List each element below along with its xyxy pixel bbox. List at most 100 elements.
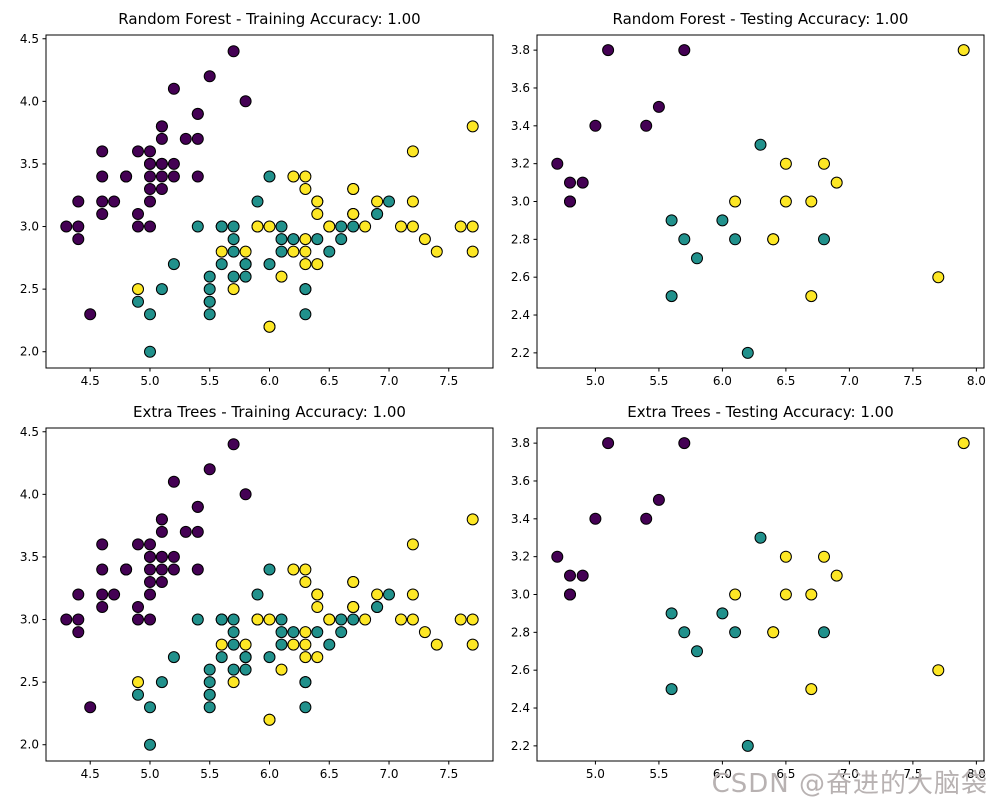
data-point-versicolor xyxy=(251,195,264,208)
data-point-versicolor xyxy=(275,626,288,639)
data-point-versicolor xyxy=(227,613,240,626)
data-point-versicolor xyxy=(287,626,300,639)
data-point-virginica xyxy=(371,588,384,601)
data-point-versicolor xyxy=(167,258,180,271)
data-point-virginica xyxy=(275,663,288,676)
data-point-versicolor xyxy=(203,308,216,321)
data-point-versicolor xyxy=(716,214,729,227)
data-point-setosa xyxy=(96,538,109,551)
data-point-virginica xyxy=(406,195,419,208)
data-point-setosa xyxy=(551,157,564,170)
data-point-virginica xyxy=(430,245,443,258)
data-point-setosa xyxy=(678,437,691,450)
data-point-setosa xyxy=(191,107,204,120)
data-point-setosa xyxy=(191,132,204,145)
data-point-setosa xyxy=(640,512,653,525)
data-point-versicolor xyxy=(239,258,252,271)
data-point-virginica xyxy=(227,283,240,296)
data-point-virginica xyxy=(239,245,252,258)
data-point-versicolor xyxy=(741,346,754,359)
data-point-virginica xyxy=(932,271,945,284)
x-tick-label: 5.5 xyxy=(200,767,219,781)
data-point-virginica xyxy=(132,283,144,296)
data-point-versicolor xyxy=(665,290,678,303)
data-point-virginica xyxy=(932,664,945,677)
data-point-setosa xyxy=(96,563,109,576)
data-point-virginica xyxy=(729,195,742,208)
data-point-setosa xyxy=(84,308,97,321)
y-tick-label: 3.8 xyxy=(511,43,530,57)
data-point-versicolor xyxy=(203,688,216,701)
data-point-virginica xyxy=(347,183,360,195)
data-point-virginica xyxy=(275,270,288,283)
data-point-setosa xyxy=(602,44,615,57)
data-point-virginica xyxy=(805,588,818,601)
data-point-setosa xyxy=(72,613,85,626)
data-point-versicolor xyxy=(239,651,252,664)
data-point-virginica xyxy=(395,220,407,233)
x-tick-label: 5.0 xyxy=(140,374,159,388)
x-tick-label: 7.0 xyxy=(379,374,398,388)
data-point-virginica xyxy=(466,613,479,626)
data-point-setosa xyxy=(132,538,144,551)
data-point-virginica xyxy=(957,44,970,57)
y-tick-label: 3.2 xyxy=(511,157,530,171)
x-tick-label: 8.0 xyxy=(967,767,986,781)
data-point-versicolor xyxy=(144,345,156,358)
data-point-virginica xyxy=(805,683,818,696)
data-point-virginica xyxy=(818,157,830,170)
data-point-versicolor xyxy=(287,233,300,246)
data-point-virginica xyxy=(323,613,336,626)
data-point-versicolor xyxy=(275,638,288,651)
data-point-setosa xyxy=(167,475,180,488)
y-tick-label: 2.5 xyxy=(20,282,39,296)
data-point-setosa xyxy=(227,45,240,58)
data-point-versicolor xyxy=(335,626,348,639)
data-point-setosa xyxy=(144,157,156,170)
data-point-virginica xyxy=(299,245,312,258)
data-point-virginica xyxy=(430,638,443,651)
y-tick-label: 2.2 xyxy=(511,739,530,753)
x-tick-label: 7.5 xyxy=(903,767,922,781)
data-point-setosa xyxy=(144,195,156,208)
data-point-virginica xyxy=(371,195,384,208)
y-tick-label: 2.0 xyxy=(20,345,39,359)
data-point-virginica xyxy=(215,245,228,258)
data-point-versicolor xyxy=(203,701,216,714)
data-point-virginica xyxy=(299,170,312,183)
data-point-setosa xyxy=(155,157,168,170)
data-point-versicolor xyxy=(383,588,395,601)
data-point-setosa xyxy=(96,195,109,208)
data-point-virginica xyxy=(454,613,467,626)
data-point-virginica xyxy=(323,220,336,233)
data-point-virginica xyxy=(311,258,324,271)
data-point-setosa xyxy=(203,463,216,476)
data-point-virginica xyxy=(406,145,419,158)
data-point-virginica xyxy=(299,576,312,588)
data-point-virginica xyxy=(779,195,792,208)
data-point-virginica xyxy=(132,676,144,689)
data-point-virginica xyxy=(311,588,324,601)
data-point-versicolor xyxy=(818,626,830,639)
data-point-setosa xyxy=(155,120,168,133)
data-point-versicolor xyxy=(239,663,252,676)
data-point-versicolor xyxy=(665,607,678,620)
data-point-virginica xyxy=(215,638,228,651)
data-point-virginica xyxy=(299,626,312,639)
data-point-versicolor xyxy=(263,563,276,576)
y-tick-label: 2.4 xyxy=(511,701,530,715)
x-tick-label: 4.5 xyxy=(81,374,100,388)
data-point-virginica xyxy=(347,208,360,220)
data-point-virginica xyxy=(830,176,843,189)
data-point-virginica xyxy=(418,233,431,246)
x-tick-label: 6.5 xyxy=(776,767,795,781)
data-point-setosa xyxy=(564,195,576,208)
y-tick-label: 3.0 xyxy=(20,220,39,234)
data-point-setosa xyxy=(564,588,576,601)
x-tick-label: 5.5 xyxy=(649,767,668,781)
x-tick-label: 5.5 xyxy=(200,374,219,388)
data-point-versicolor xyxy=(665,683,678,696)
data-point-versicolor xyxy=(323,245,336,258)
data-point-versicolor xyxy=(203,676,216,689)
